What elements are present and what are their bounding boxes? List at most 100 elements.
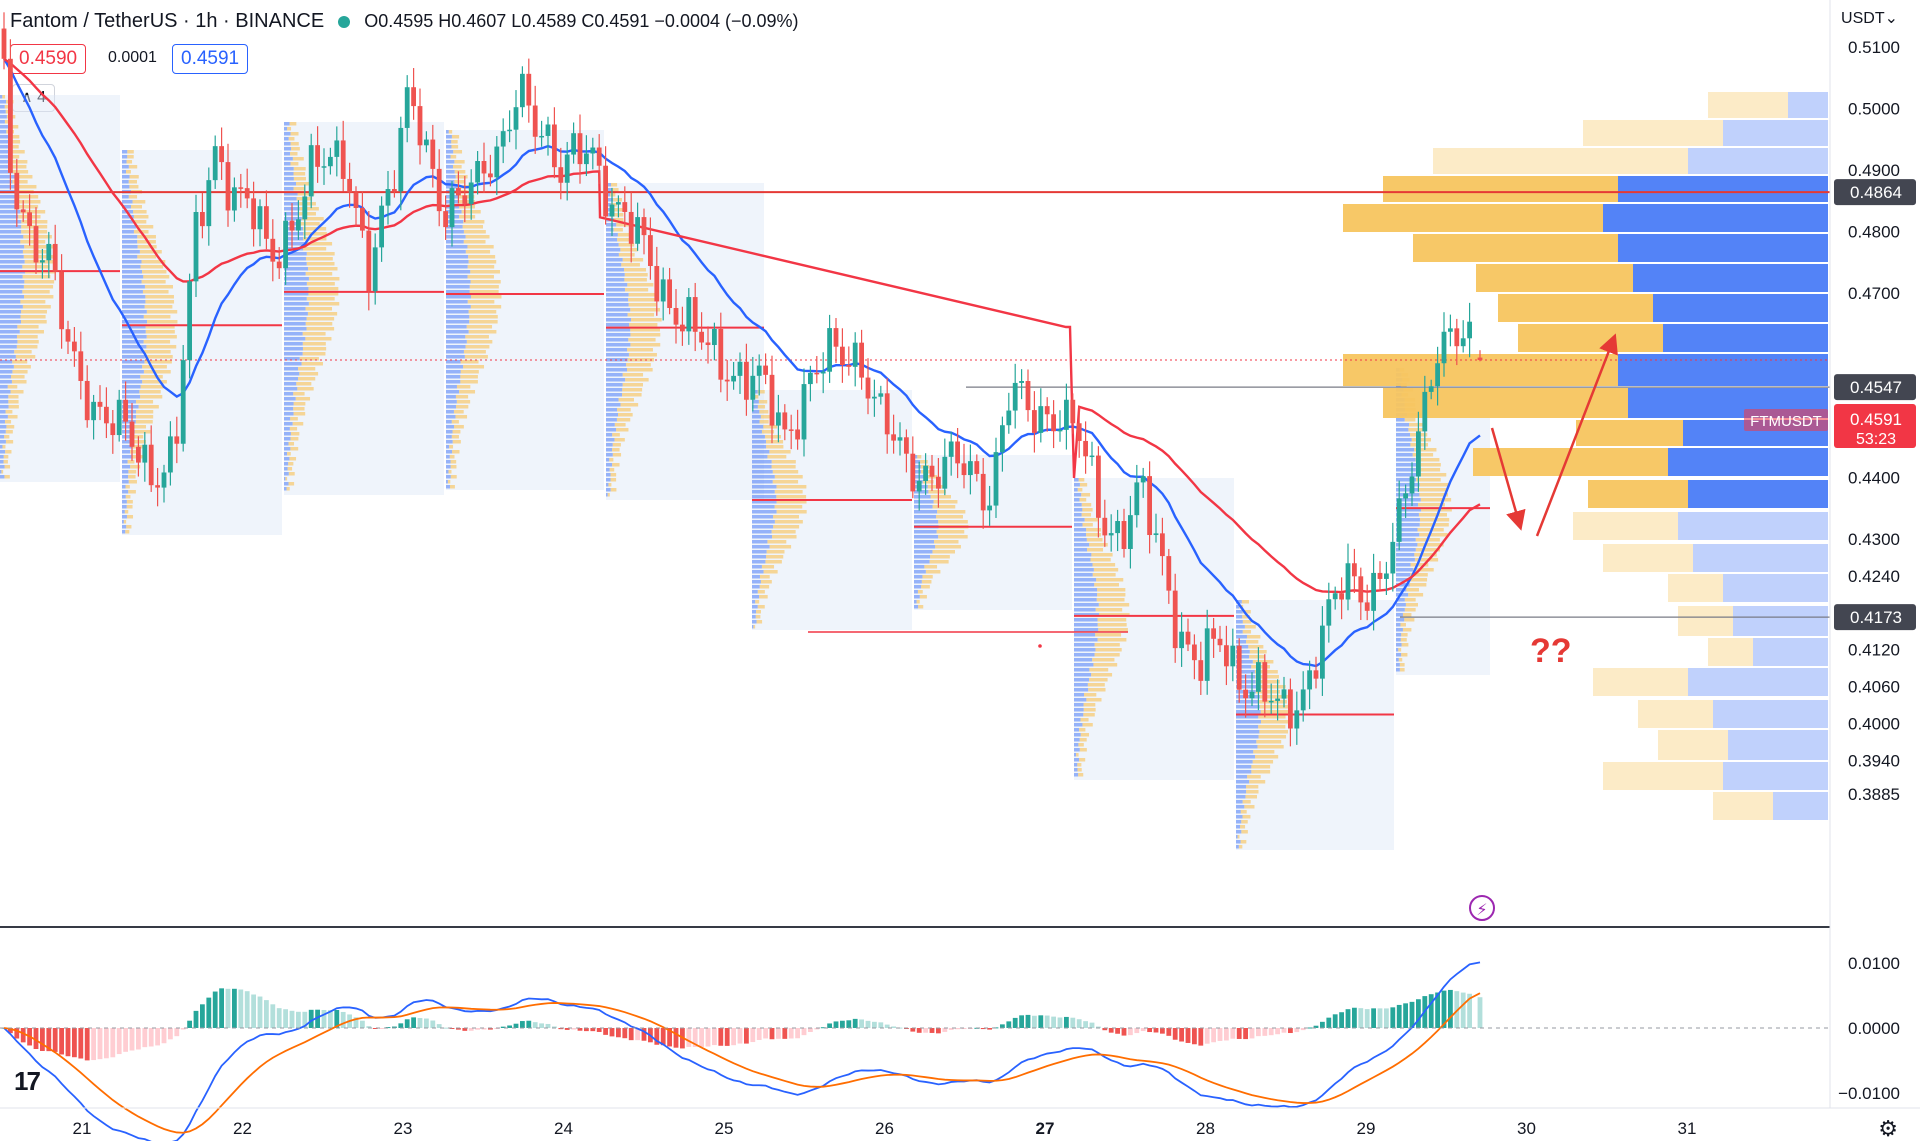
profile-bar xyxy=(1236,835,1238,839)
profile-bar xyxy=(145,300,175,304)
profile-bar xyxy=(930,495,951,499)
macd-histogram-bar xyxy=(1172,1028,1178,1040)
profile-bar xyxy=(1096,598,1125,602)
macd-histogram-bar xyxy=(379,1028,384,1029)
profile-bar xyxy=(4,435,10,439)
profile-bar xyxy=(932,505,956,509)
candle-body xyxy=(225,162,231,211)
candle xyxy=(820,352,826,394)
profile-bar xyxy=(1236,845,1239,849)
candle xyxy=(475,151,480,195)
profile-bar xyxy=(451,135,460,139)
profile-bar xyxy=(752,470,773,474)
profile-bar xyxy=(1074,633,1096,637)
profile-bar xyxy=(1396,458,1416,462)
profile-bar xyxy=(606,203,611,207)
candle-body xyxy=(443,211,448,228)
candle-body xyxy=(436,168,442,212)
profile-bar xyxy=(1074,618,1098,622)
profile-bar xyxy=(1074,748,1080,752)
profile-bar xyxy=(128,490,136,494)
profile-bar xyxy=(4,420,12,424)
profile-bar xyxy=(446,310,469,314)
profile-bar xyxy=(1258,685,1286,689)
profile-bar xyxy=(14,350,32,354)
profile-bar xyxy=(1396,603,1406,607)
candle-body xyxy=(788,429,794,431)
profile-bar xyxy=(1242,800,1251,804)
candle xyxy=(667,267,672,315)
profile-bar xyxy=(11,150,25,154)
profile-bar xyxy=(1411,438,1432,442)
profile-bar xyxy=(284,132,291,136)
profile-bar xyxy=(122,385,141,389)
profile-bar xyxy=(284,152,291,156)
profile-bar xyxy=(284,407,294,411)
candle xyxy=(846,346,852,376)
visible-profile-down-bar xyxy=(1618,234,1828,262)
profile-bar xyxy=(122,275,144,279)
candle xyxy=(104,387,109,439)
macd-histogram-bar xyxy=(520,1021,525,1028)
profile-bar xyxy=(284,307,306,311)
candle xyxy=(1262,654,1268,718)
profile-bar xyxy=(1079,738,1087,742)
profile-bar xyxy=(301,362,323,366)
profile-bar xyxy=(1401,633,1408,637)
profile-bar xyxy=(624,268,647,272)
profile-bar xyxy=(1396,498,1421,502)
macd-histogram-bar xyxy=(980,1028,986,1030)
profile-bar xyxy=(1236,605,1240,609)
symbol-title[interactable]: Fantom / TetherUS · 1h · BINANCE xyxy=(10,10,325,32)
currency-unit[interactable]: USDT⌄ xyxy=(1841,10,1898,27)
profile-bar xyxy=(10,390,24,394)
profile-bar xyxy=(759,575,770,579)
profile-bar xyxy=(606,193,611,197)
profile-bar xyxy=(446,440,453,444)
profile-bar xyxy=(757,605,765,609)
profile-bar xyxy=(914,580,922,584)
candle-body xyxy=(782,412,788,430)
candle xyxy=(283,212,288,285)
profile-bar xyxy=(463,350,486,354)
profile-bar xyxy=(1408,428,1424,432)
profile-bar xyxy=(0,305,23,309)
candle xyxy=(801,368,807,457)
macd-histogram-bar xyxy=(1108,1028,1114,1033)
tradingview-logo: 17 xyxy=(14,1066,41,1096)
profile-bar xyxy=(752,595,760,599)
candle xyxy=(1230,628,1236,682)
gear-icon[interactable]: ⚙ xyxy=(1878,1116,1898,1141)
profile-bar xyxy=(284,192,298,196)
visible-profile-up-bar xyxy=(1678,606,1733,636)
profile-bar xyxy=(752,540,768,544)
profile-bar xyxy=(122,330,146,334)
profile-bar xyxy=(290,162,299,166)
profile-bar xyxy=(1418,503,1445,507)
macd-histogram-bar xyxy=(1409,1001,1415,1028)
profile-bar xyxy=(293,402,306,406)
profile-bar xyxy=(462,225,484,229)
buy-price-button[interactable]: 0.4591 xyxy=(172,44,249,74)
profile-bar xyxy=(1074,768,1078,772)
profile-bar xyxy=(454,160,465,164)
candle xyxy=(897,422,903,456)
profile-bar xyxy=(4,120,11,124)
profile-bar xyxy=(606,288,625,292)
candle-body xyxy=(616,202,621,205)
candle xyxy=(571,122,576,164)
candle xyxy=(936,458,941,508)
profile-bar xyxy=(134,430,151,434)
chart-header: Fantom / TetherUS · 1h · BINANCE O0.4595… xyxy=(10,10,799,33)
candle xyxy=(136,436,141,477)
profile-bar xyxy=(1244,805,1255,809)
profile-bar xyxy=(1083,713,1095,717)
profile-bar xyxy=(446,140,452,144)
profile-bar xyxy=(1241,820,1248,824)
candle xyxy=(1281,676,1287,708)
macd-histogram-bar xyxy=(1281,1028,1287,1033)
profile-bar xyxy=(307,312,338,316)
profile-bar xyxy=(293,167,306,171)
profile-bar xyxy=(446,145,452,149)
